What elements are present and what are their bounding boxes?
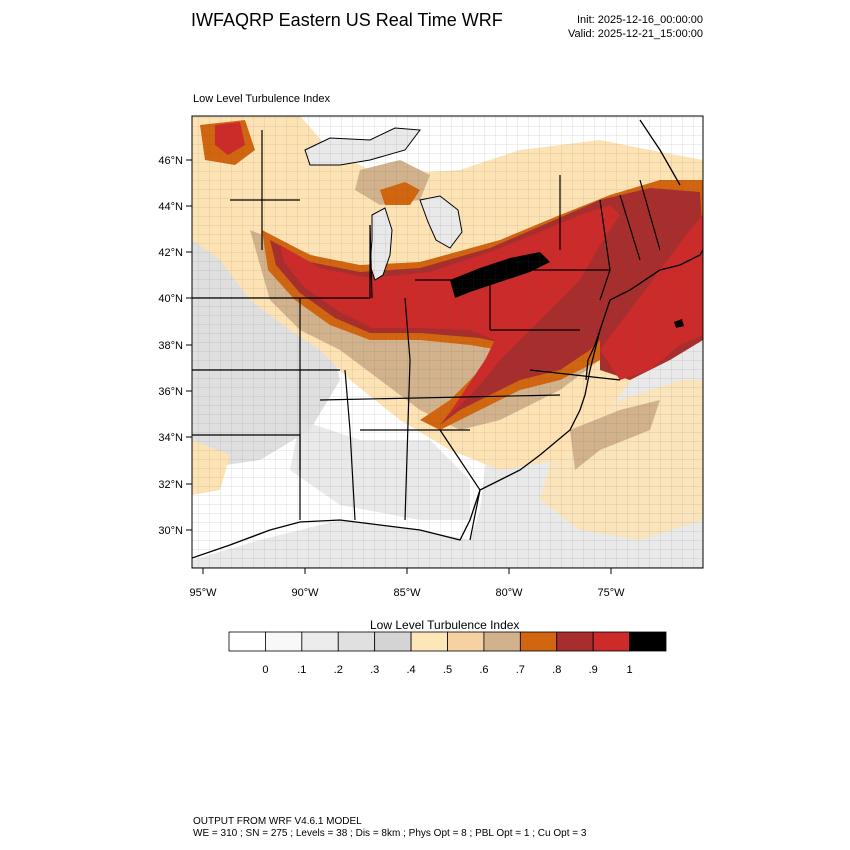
footer: OUTPUT FROM WRF V4.6.1 MODEL WE = 310 ; … [193, 816, 586, 840]
colorbar-label: .4 [406, 664, 415, 676]
colorbar-swatch [301, 631, 339, 652]
colorbar-swatch [374, 631, 412, 652]
colorbar: 0 .1 .2 .3 .4 .5 .6 .7 .8 .9 1 [228, 631, 667, 676]
colorbar-label: 1 [627, 664, 633, 676]
county-boundaries [192, 116, 703, 568]
colorbar-label: .2 [334, 664, 343, 676]
map-subtitle: Low Level Turbulence Index [193, 93, 330, 105]
colorbar-label: 0 [262, 664, 268, 676]
lat-tick-label: 36°N [158, 386, 183, 398]
lon-tick-label: 85°W [393, 587, 421, 599]
init-time: Init: 2025-12-16_00:00:00 [577, 14, 703, 26]
lon-axis: 95°W 90°W 85°W 80°W 75°W [189, 568, 625, 599]
time-info: Init: 2025-12-16_00:00:00 Valid: 2025-12… [568, 13, 703, 41]
lat-tick-label: 38°N [158, 340, 183, 352]
valid-time: Valid: 2025-12-21_15:00:00 [568, 28, 703, 40]
lat-tick-label: 30°N [158, 525, 183, 537]
colorbar-swatch [519, 631, 558, 652]
colorbar-label: .3 [370, 664, 379, 676]
colorbar-swatch [592, 631, 630, 652]
colorbar-label: .6 [479, 664, 488, 676]
footer-line-2: WE = 310 ; SN = 275 ; Levels = 38 ; Dis … [193, 828, 587, 839]
colorbar-label: .8 [552, 664, 561, 676]
lat-tick-label: 32°N [158, 479, 183, 491]
colorbar-swatch [483, 631, 521, 652]
lon-tick-label: 95°W [189, 587, 217, 599]
coastlines [192, 119, 703, 559]
colorbar-swatch [447, 631, 485, 652]
colorbar-label: .5 [443, 664, 452, 676]
lat-tick-label: 42°N [158, 247, 183, 259]
lat-tick-label: 46°N [158, 155, 183, 167]
page-title: IWFAQRP Eastern US Real Time WRF [191, 10, 503, 30]
lat-tick-label: 40°N [158, 293, 183, 305]
colorbar-swatch [337, 631, 376, 652]
colorbar-label: .9 [589, 664, 598, 676]
colorbar-label: .1 [297, 664, 306, 676]
colorbar-title: Low Level Turbulence Index [370, 618, 520, 632]
colorbar-swatch [228, 631, 266, 652]
lat-tick-label: 34°N [158, 432, 183, 444]
state-boundaries [192, 130, 661, 541]
lon-tick-label: 90°W [291, 587, 319, 599]
lon-tick-label: 80°W [495, 587, 523, 599]
colorbar-label: .7 [516, 664, 525, 676]
colorbar-swatch [410, 631, 448, 652]
footer-line-1: OUTPUT FROM WRF V4.6.1 MODEL [193, 816, 362, 827]
colorbar-swatch [629, 631, 667, 652]
colorbar-swatch [556, 631, 594, 652]
lon-tick-label: 75°W [597, 587, 625, 599]
colorbar-swatch [265, 631, 303, 652]
lat-axis: 46°N 44°N 42°N 40°N 38°N 36°N 34°N 32°N 30°N [158, 155, 192, 537]
map-field [192, 116, 703, 568]
lat-tick-label: 44°N [158, 201, 183, 213]
map-frame [191, 115, 704, 569]
